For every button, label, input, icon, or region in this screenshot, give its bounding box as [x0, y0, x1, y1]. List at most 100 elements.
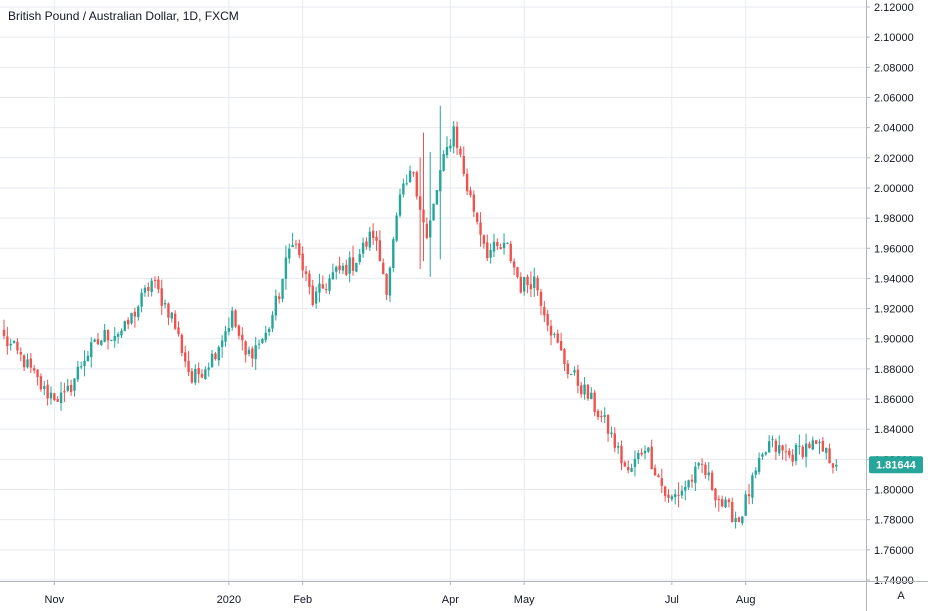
- candle: [22, 354, 26, 372]
- candle: [526, 274, 529, 294]
- candle: [231, 306, 234, 331]
- candle: [86, 350, 90, 362]
- candle: [96, 332, 100, 345]
- candle: [190, 367, 194, 384]
- candle: [788, 448, 791, 459]
- candle: [187, 351, 190, 377]
- candle: [657, 473, 660, 478]
- candle: [754, 467, 757, 479]
- candle: [59, 381, 63, 411]
- candle: [771, 435, 774, 448]
- candle: [432, 203, 435, 221]
- candle: [831, 463, 835, 474]
- candle: [549, 319, 553, 346]
- candle: [217, 345, 220, 366]
- candle: [73, 378, 76, 397]
- candle: [324, 283, 328, 294]
- candle: [294, 239, 298, 249]
- candle: [674, 489, 677, 505]
- candle: [160, 279, 163, 316]
- candle: [781, 444, 784, 460]
- candle: [720, 495, 724, 508]
- candle: [630, 463, 633, 473]
- candle: [600, 410, 603, 423]
- candle: [455, 121, 459, 156]
- candle: [210, 349, 214, 368]
- candle: [46, 379, 49, 406]
- candle: [291, 232, 294, 248]
- candle: [522, 276, 526, 296]
- candle: [714, 487, 717, 508]
- candle: [590, 387, 593, 400]
- x-tick-label: Apr: [442, 594, 459, 606]
- y-tick-label: 1.78000: [874, 515, 914, 527]
- candle: [687, 479, 690, 491]
- candle: [794, 442, 798, 466]
- candle: [361, 237, 365, 258]
- candle: [814, 440, 818, 445]
- candle: [116, 331, 120, 344]
- candle: [828, 443, 831, 464]
- y-tick-label: 2.10000: [874, 32, 914, 44]
- candle: [257, 339, 261, 350]
- candle: [670, 494, 674, 502]
- candle: [351, 245, 355, 276]
- candle: [677, 482, 680, 508]
- candle: [647, 447, 650, 453]
- candle: [583, 377, 586, 400]
- candle: [543, 300, 546, 323]
- candle: [439, 105, 442, 260]
- x-tick-label: Nov: [45, 594, 65, 606]
- candle: [173, 310, 177, 331]
- candle: [2, 319, 6, 340]
- candle: [586, 384, 590, 401]
- candle: [311, 279, 314, 307]
- candle: [761, 452, 764, 460]
- candle: [744, 490, 747, 516]
- candle: [818, 439, 821, 455]
- candle: [690, 474, 694, 488]
- candle: [734, 511, 737, 529]
- candle: [559, 332, 563, 352]
- candle: [288, 243, 291, 264]
- candle: [103, 323, 106, 343]
- candle: [120, 328, 123, 339]
- candle: [63, 382, 66, 403]
- candle: [429, 152, 432, 277]
- candle: [234, 308, 237, 329]
- candle: [264, 325, 267, 343]
- candle: [422, 132, 425, 262]
- candle: [378, 230, 382, 262]
- candle: [16, 338, 19, 355]
- candle: [643, 445, 647, 460]
- y-tick-label: 1.80000: [874, 485, 914, 497]
- candle: [180, 333, 184, 357]
- last-price-tag: 1.81644: [869, 456, 923, 474]
- candle: [341, 263, 345, 274]
- candle: [663, 485, 667, 502]
- candle: [281, 278, 284, 303]
- candle: [627, 460, 630, 474]
- y-tick-label: 2.12000: [874, 2, 914, 14]
- x-tick-label: 2020: [217, 594, 241, 606]
- candle: [49, 386, 53, 405]
- candle: [197, 362, 200, 384]
- candle: [388, 266, 392, 302]
- candle: [39, 373, 43, 392]
- candle: [801, 444, 804, 460]
- candle: [499, 243, 502, 250]
- candle: [227, 317, 231, 336]
- candle: [93, 338, 96, 343]
- candle: [214, 351, 217, 361]
- candle: [100, 339, 103, 347]
- candle: [12, 340, 16, 344]
- y-tick-label: 1.76000: [874, 545, 914, 557]
- candle: [247, 346, 251, 357]
- auto-scale-button[interactable]: A: [888, 586, 914, 606]
- candle: [610, 426, 613, 438]
- candle: [603, 407, 606, 424]
- candle: [113, 327, 116, 348]
- candle: [365, 237, 368, 250]
